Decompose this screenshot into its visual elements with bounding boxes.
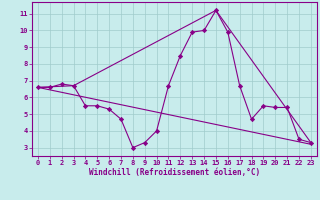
X-axis label: Windchill (Refroidissement éolien,°C): Windchill (Refroidissement éolien,°C): [89, 168, 260, 177]
